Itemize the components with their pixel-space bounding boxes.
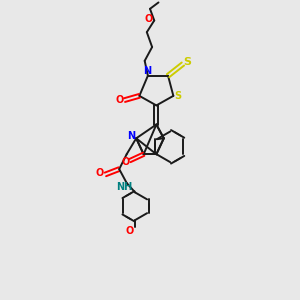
Text: O: O [125,226,133,236]
Text: O: O [116,95,124,105]
Text: S: S [184,57,192,67]
Text: NH: NH [116,182,133,192]
Text: S: S [175,91,182,101]
Text: O: O [121,157,129,167]
Text: N: N [143,66,151,76]
Text: N: N [127,131,135,141]
Text: O: O [96,168,104,178]
Text: O: O [144,14,152,24]
